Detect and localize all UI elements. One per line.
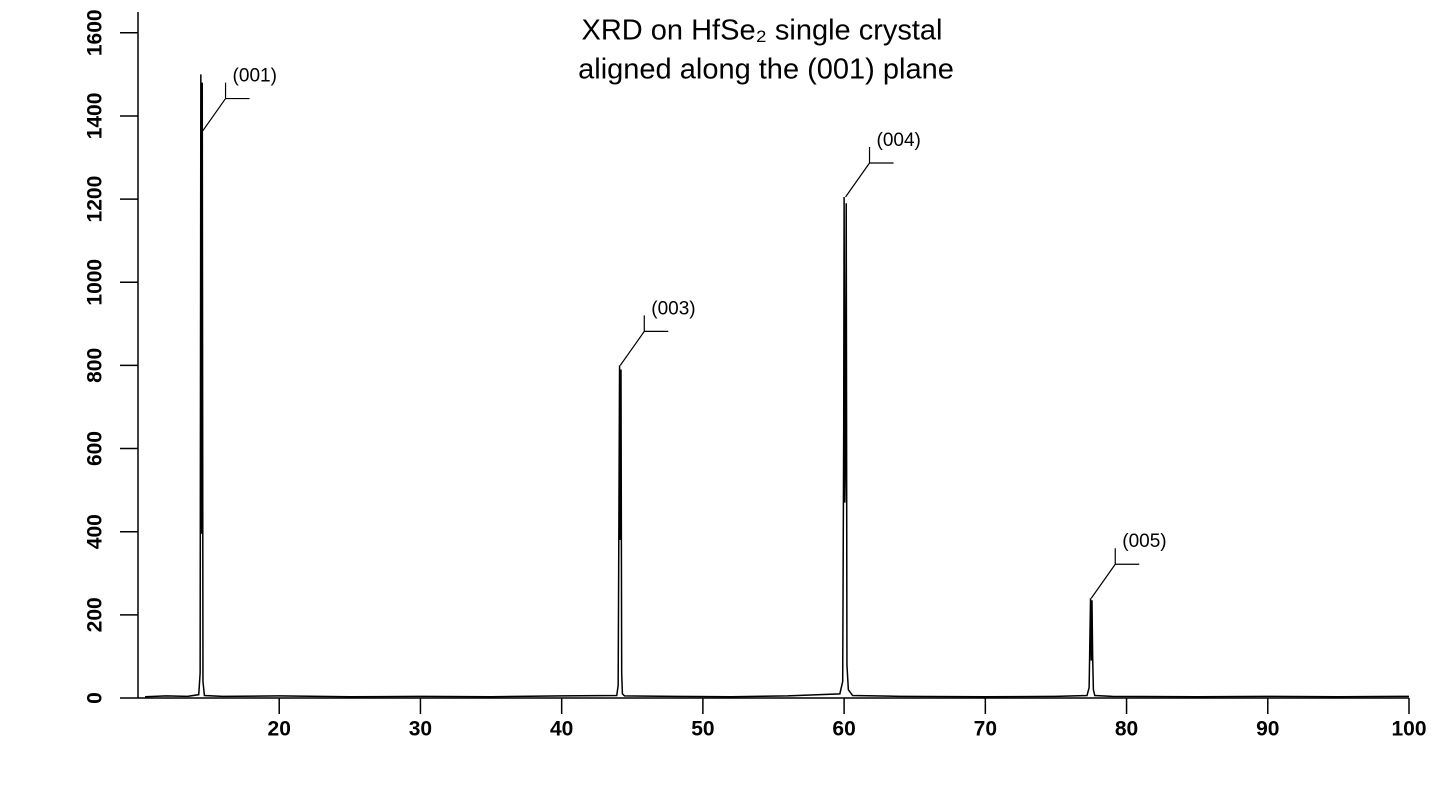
chart-title: aligned along the (001) plane <box>578 54 954 86</box>
x-tick-label: 80 <box>1115 718 1138 741</box>
y-tick-label: 0 <box>84 692 107 704</box>
x-tick-label: 20 <box>268 718 291 741</box>
y-tick-label: 800 <box>84 348 107 383</box>
chart-title: XRD on HfSe₂ single crystal <box>582 15 943 47</box>
annotation: (004) <box>877 130 921 151</box>
annotation-leader <box>201 82 250 133</box>
y-tick-label: 200 <box>84 597 107 632</box>
x-tick-label: 90 <box>1256 718 1279 741</box>
annotation: (005) <box>1122 531 1166 552</box>
data-line <box>145 74 1410 698</box>
x-tick-label: 50 <box>691 718 714 741</box>
x-tick-label: 40 <box>550 718 573 741</box>
y-tick-label: 1600 <box>84 9 107 56</box>
annotation: (001) <box>233 66 277 87</box>
x-tick-label: 60 <box>832 718 855 741</box>
y-tick-label: 600 <box>84 431 107 466</box>
y-tick-label: 1200 <box>84 176 107 223</box>
annotation-leader <box>845 147 894 198</box>
x-tick-label: 100 <box>1391 718 1426 741</box>
y-tick-label: 1400 <box>84 93 107 140</box>
x-tick-label: 70 <box>974 718 997 741</box>
annotation-leader <box>1090 548 1140 599</box>
annotation: (003) <box>651 298 695 319</box>
x-tick-label: 30 <box>409 718 432 741</box>
y-tick-label: 1000 <box>84 259 107 306</box>
y-tick-label: 400 <box>84 514 107 549</box>
annotation-leader <box>619 315 669 366</box>
